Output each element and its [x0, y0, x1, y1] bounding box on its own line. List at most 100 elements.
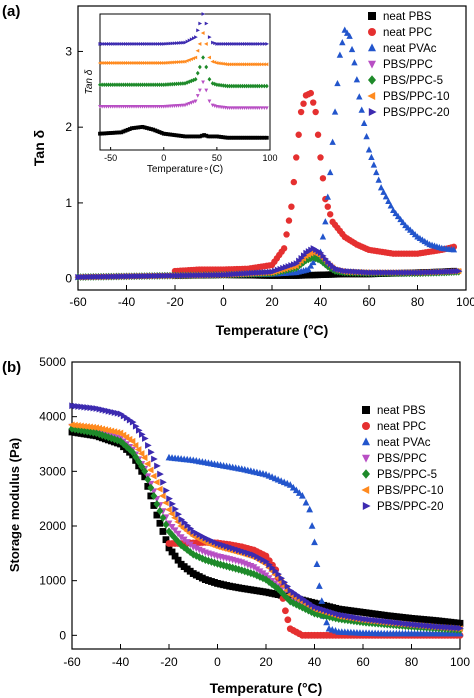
inset-point-pbs-ppc — [187, 101, 192, 106]
panel-b-point-neat-pvac — [315, 582, 323, 589]
inset-point-pbs-ppc-10 — [204, 42, 208, 46]
inset-point-pbs-ppc-10 — [216, 61, 221, 66]
inset-x-tick-label: 100 — [262, 153, 277, 163]
panel-b-point-neat-pbs — [156, 519, 164, 527]
panel-b-point-pbs-ppc-5 — [271, 582, 279, 591]
inset-point-neat-pbs — [172, 133, 177, 137]
inset-point-pbs-ppc-20 — [164, 41, 169, 46]
panel-b-point-pbs-ppc-10 — [165, 506, 172, 513]
inset-point-neat-pbs — [132, 126, 136, 130]
panel-b-point-pbs-ppc-5 — [195, 553, 203, 562]
inset-point-pbs-ppc-10 — [155, 61, 159, 65]
inset-point-pbs-ppc-10 — [114, 61, 119, 65]
inset-point-pbs-ppc-20 — [217, 42, 222, 46]
panel-a-point-neat-pvac — [363, 132, 370, 140]
inset-point-pbs-ppc-20 — [221, 42, 226, 46]
inset-point-neat-pbs — [255, 135, 260, 140]
panel-a-point-neat-pvac — [305, 265, 312, 273]
inset-point-pbs-ppc-10 — [157, 61, 162, 65]
panel-b-legend-marker-pbs-ppc-20 — [362, 502, 371, 510]
panel-a-legend-label: neat PVAc — [383, 43, 437, 55]
panel-a-legend-label: PBS/PPC-20 — [383, 107, 449, 119]
inset-point-pbs-ppc-20 — [187, 38, 192, 43]
panel-a-point-neat-pvac — [377, 184, 385, 191]
inset-point-pbs-ppc-20 — [245, 42, 249, 46]
inset-point-pbs-ppc-20 — [219, 42, 224, 46]
panel-b-point-pbs-ppc-10 — [83, 423, 90, 430]
panel-b-point-neat-ppc — [282, 607, 289, 615]
inset-point-pbs-ppc-20 — [102, 42, 107, 46]
panel-b-point-neat-pbs — [165, 544, 173, 552]
panel-b-point-pbs-ppc-5 — [208, 557, 215, 566]
inset-point-pbs-ppc-10 — [140, 61, 145, 65]
panel-b-point-pbs-ppc-20 — [163, 487, 170, 494]
panel-b-point-pbs-ppc-20 — [154, 462, 161, 470]
panel-a-point-neat-pvac — [322, 218, 329, 225]
inset-point-pbs-ppc-20 — [238, 42, 243, 46]
panel-a-point-neat-ppc — [310, 99, 317, 106]
panel-b-y-axis-label: Storage modulus (Pa) — [7, 438, 22, 572]
panel-b-point-pbs-ppc — [171, 527, 179, 535]
panel-b-point-neat-pbs — [168, 548, 176, 556]
inset-point-pbs-ppc-5 — [242, 83, 247, 89]
inset-point-pbs-ppc-5 — [234, 83, 238, 89]
panel-b-point-pbs-ppc-5 — [302, 604, 309, 614]
inset-point-neat-pbs — [248, 135, 253, 140]
inset-point-neat-pbs — [180, 134, 185, 139]
panel-b-point-pbs-ppc-10 — [95, 424, 103, 432]
inset-point-neat-pbs — [204, 133, 209, 138]
inset-point-pbs-ppc-5 — [149, 82, 153, 87]
panel-b-point-pbs-ppc-5 — [280, 591, 288, 600]
inset-point-pbs-ppc-10 — [104, 61, 108, 65]
inset-point-pbs-ppc-10 — [170, 60, 174, 65]
inset-point-pbs-ppc-10 — [176, 60, 181, 64]
inset-point-pbs-ppc-5 — [244, 83, 249, 89]
inset-point-pbs-ppc-20 — [128, 42, 132, 46]
inset-point-pbs-ppc-20 — [177, 41, 181, 45]
inset-point-pbs-ppc-5 — [146, 82, 151, 87]
panel-a-x-tick-label: -60 — [69, 295, 87, 309]
inset-point-pbs-ppc-5 — [153, 82, 158, 87]
inset-point-pbs-ppc-10 — [144, 61, 149, 65]
inset-point-neat-pbs — [259, 135, 264, 140]
inset-point-neat-pbs — [134, 125, 139, 130]
panel-b-point-pbs-ppc-10 — [149, 472, 157, 480]
inset-point-pbs-ppc-20 — [155, 42, 160, 46]
inset-point-pbs-ppc-10 — [242, 62, 247, 67]
panel-b-point-pbs-ppc-5 — [174, 537, 182, 546]
panel-a-point-neat-pvac — [356, 93, 363, 100]
inset-point-neat-pbs — [251, 135, 255, 140]
inset-point-pbs-ppc-20 — [109, 42, 113, 46]
inset-point-pbs-ppc-5 — [231, 83, 236, 89]
inset-point-pbs-ppc-10 — [246, 62, 251, 67]
panel-b-point-pbs-ppc-5 — [211, 558, 218, 567]
inset-point-pbs-ppc-10 — [165, 60, 170, 65]
inset-point-pbs-ppc-5 — [238, 83, 243, 89]
panel-b-point-pbs-ppc-20 — [138, 431, 146, 438]
inset-point-pbs-ppc-10 — [259, 62, 264, 67]
inset-point-pbs-ppc-5 — [259, 83, 264, 89]
panel-b-y-tick-label: 0 — [59, 628, 66, 642]
panel-b-x-tick-label: -20 — [160, 655, 178, 669]
panel-a-x-tick-label: 20 — [265, 295, 279, 309]
panel-a-point-neat-pvac — [310, 258, 317, 266]
inset-point-pbs-ppc-20 — [223, 42, 228, 46]
inset-point-pbs-ppc-20 — [106, 42, 111, 46]
panel-b-point-neat-pbs — [153, 511, 161, 519]
panel-b-point-pbs-ppc-20 — [172, 505, 179, 513]
inset-point-pbs-ppc-5 — [170, 81, 175, 87]
inset-point-pbs-ppc-20 — [166, 41, 171, 46]
inset-point-neat-pbs — [219, 135, 224, 139]
panel-b-legend: neat PBS neat PPC neat PVAc PBS/PPC PBS/PPC-… — [361, 405, 443, 513]
panel-b-point-pbs-ppc-20 — [157, 470, 164, 478]
panel-b-series — [68, 402, 464, 639]
panel-b-point-pbs-ppc-5 — [201, 555, 209, 564]
inset-point-pbs-ppc-10 — [153, 61, 157, 65]
inset-point-neat-pbs — [210, 134, 215, 139]
panel-a-point-neat-pvac — [450, 246, 458, 253]
panel-b-point-pbs-ppc-5 — [256, 572, 264, 581]
inset-point-pbs-ppc-5 — [102, 82, 107, 87]
inset-point-pbs-ppc-10 — [252, 62, 257, 67]
panel-b-point-pbs-ppc-5 — [317, 610, 324, 619]
inset-point-pbs-ppc-10 — [193, 55, 198, 60]
